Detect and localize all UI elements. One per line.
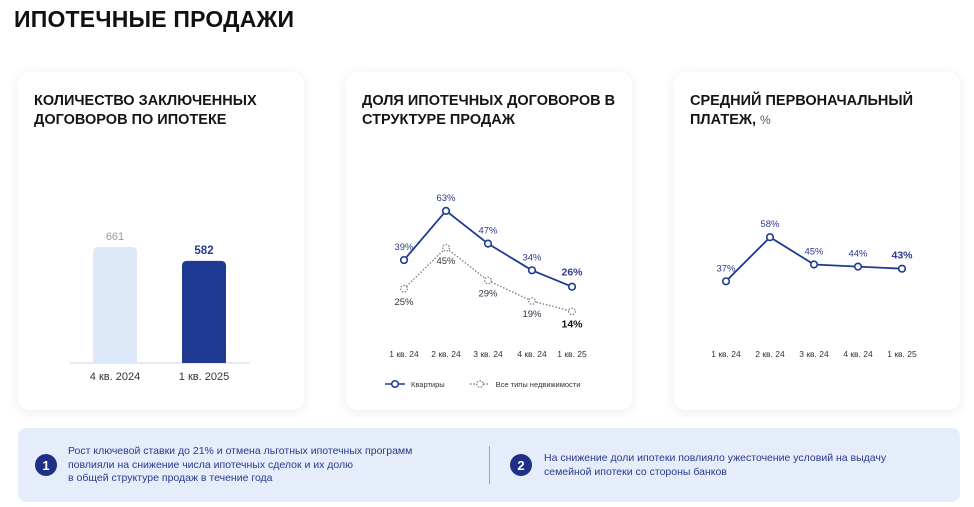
line-chart-down-payment: 1 кв. 24 2 кв. 24 3 кв. 24 4 кв. 24 1 кв. 25… — [711, 219, 917, 359]
x-tick-label: 2 кв. 24 — [431, 349, 461, 359]
data-label: 63% — [436, 193, 456, 204]
page-title: ИПОТЕЧНЫЕ ПРОДАЖИ — [14, 6, 295, 32]
legend-label: Квартиры — [411, 379, 445, 389]
data-label: 19% — [522, 309, 542, 320]
legend: Квартиры Все типы недвижимости — [384, 379, 604, 389]
chart-title: КОЛИЧЕСТВО ЗАКЛЮЧЕННЫХ ДОГОВОРОВ ПО ИПОТ… — [34, 93, 257, 128]
legend-dotted-line-icon — [469, 380, 490, 388]
data-point — [567, 282, 577, 291]
data-label: 39% — [394, 242, 414, 253]
data-point — [527, 266, 537, 275]
bar-value-label: 661 — [106, 231, 124, 243]
info-line: повлияли на снижение числа ипотечных сде… — [68, 458, 354, 471]
card-contracts-count: КОЛИЧЕСТВО ЗАКЛЮЧЕННЫХ ДОГОВОРОВ ПО ИПОТ… — [18, 72, 304, 410]
x-tick-label: 4 кв. 24 — [843, 349, 873, 359]
x-tick-label: 4 кв. 24 — [517, 349, 547, 359]
data-point — [721, 277, 731, 286]
data-point — [484, 276, 492, 285]
series-line-0 — [403, 209, 573, 288]
data-label: 37% — [716, 263, 736, 274]
divider — [489, 446, 490, 484]
info-line: семейной ипотеки со стороны банков — [544, 465, 727, 478]
info-line: Рост ключевой ставки до 21% и отмена льг… — [68, 445, 413, 457]
bar-0 — [93, 247, 137, 363]
data-point — [441, 206, 451, 215]
x-tick-label: 1 кв. 2025 — [179, 371, 229, 383]
info-line: На снижение доли ипотеки повлияло ужесто… — [544, 452, 887, 464]
x-tick-label: 1 кв. 25 — [557, 349, 587, 359]
data-label: 45% — [804, 247, 824, 258]
number-badge-1: 1 — [35, 454, 57, 476]
data-point — [897, 264, 907, 273]
data-label: 34% — [522, 252, 542, 263]
data-label: 47% — [478, 226, 498, 237]
series-line-0 — [725, 236, 903, 282]
x-tick-label: 3 кв. 24 — [473, 349, 503, 359]
data-point — [400, 284, 408, 293]
bar-1 — [182, 260, 226, 363]
legend-item-all-types: Все типы недвижимости — [469, 379, 581, 389]
data-label: 44% — [848, 249, 868, 260]
data-label: 25% — [394, 297, 414, 308]
chart-title-text: СРЕДНИЙ ПЕРВОНАЧАЛЬНЫЙ ПЛАТЕЖ, — [690, 93, 914, 128]
data-point — [399, 255, 409, 265]
legend-solid-line-icon — [385, 379, 405, 389]
data-label: 58% — [760, 219, 780, 230]
data-point — [809, 260, 819, 269]
data-point — [765, 233, 775, 242]
data-label: 14% — [561, 318, 583, 330]
data-label: 26% — [561, 267, 583, 279]
legend-label: Все типы недвижимости — [495, 379, 581, 389]
x-tick-label: 1 кв. 24 — [711, 349, 741, 359]
legend-item-apartments: Квартиры — [384, 379, 445, 389]
x-tick-label: 1 кв. 24 — [389, 349, 419, 359]
chart-title: ДОЛЯ ИПОТЕЧНЫХ ДОГОВОРОВ В СТРУКТУРЕ ПРО… — [362, 93, 616, 128]
data-label: 29% — [478, 289, 498, 300]
data-point — [528, 297, 536, 305]
data-point — [853, 262, 863, 271]
data-point — [442, 243, 450, 252]
card-down-payment: СРЕДНИЙ ПЕРВОНАЧАЛЬНЫЙ ПЛАТЕЖ, % 1 кв. 2… — [674, 72, 960, 410]
x-tick-label: 3 кв. 24 — [799, 349, 829, 359]
bar-chart: 661 4 кв. 2024 582 1 кв. 2025 — [70, 231, 250, 383]
data-point — [568, 307, 576, 316]
info-line: в общей структуре продаж в течение года — [68, 472, 273, 484]
x-tick-label: 1 кв. 25 — [887, 349, 917, 359]
x-tick-label: 4 кв. 2024 — [90, 371, 140, 383]
info-panel: 1 Рост ключевой ставки до 21% и отмена л… — [18, 428, 960, 502]
card-mortgage-share: ДОЛЯ ИПОТЕЧНЫХ ДОГОВОРОВ В СТРУКТУРЕ ПРО… — [346, 72, 632, 410]
data-label: 45% — [436, 256, 456, 267]
chart-title: СРЕДНИЙ ПЕРВОНАЧАЛЬНЫЙ ПЛАТЕЖ, % — [690, 92, 948, 130]
x-tick-label: 2 кв. 24 — [755, 349, 785, 359]
data-label: 43% — [891, 250, 913, 262]
line-chart-share: 1 кв. 24 2 кв. 24 3 кв. 24 4 кв. 24 1 кв. 25… — [389, 193, 587, 359]
number-badge-2: 2 — [510, 454, 532, 476]
info-text-2: На снижение доли ипотеки повлияло ужесто… — [544, 452, 886, 479]
chart-title-unit: % — [760, 113, 771, 127]
info-text-1: Рост ключевой ставки до 21% и отмена льг… — [68, 445, 412, 486]
bar-value-label: 582 — [194, 245, 213, 257]
data-point — [483, 239, 493, 248]
